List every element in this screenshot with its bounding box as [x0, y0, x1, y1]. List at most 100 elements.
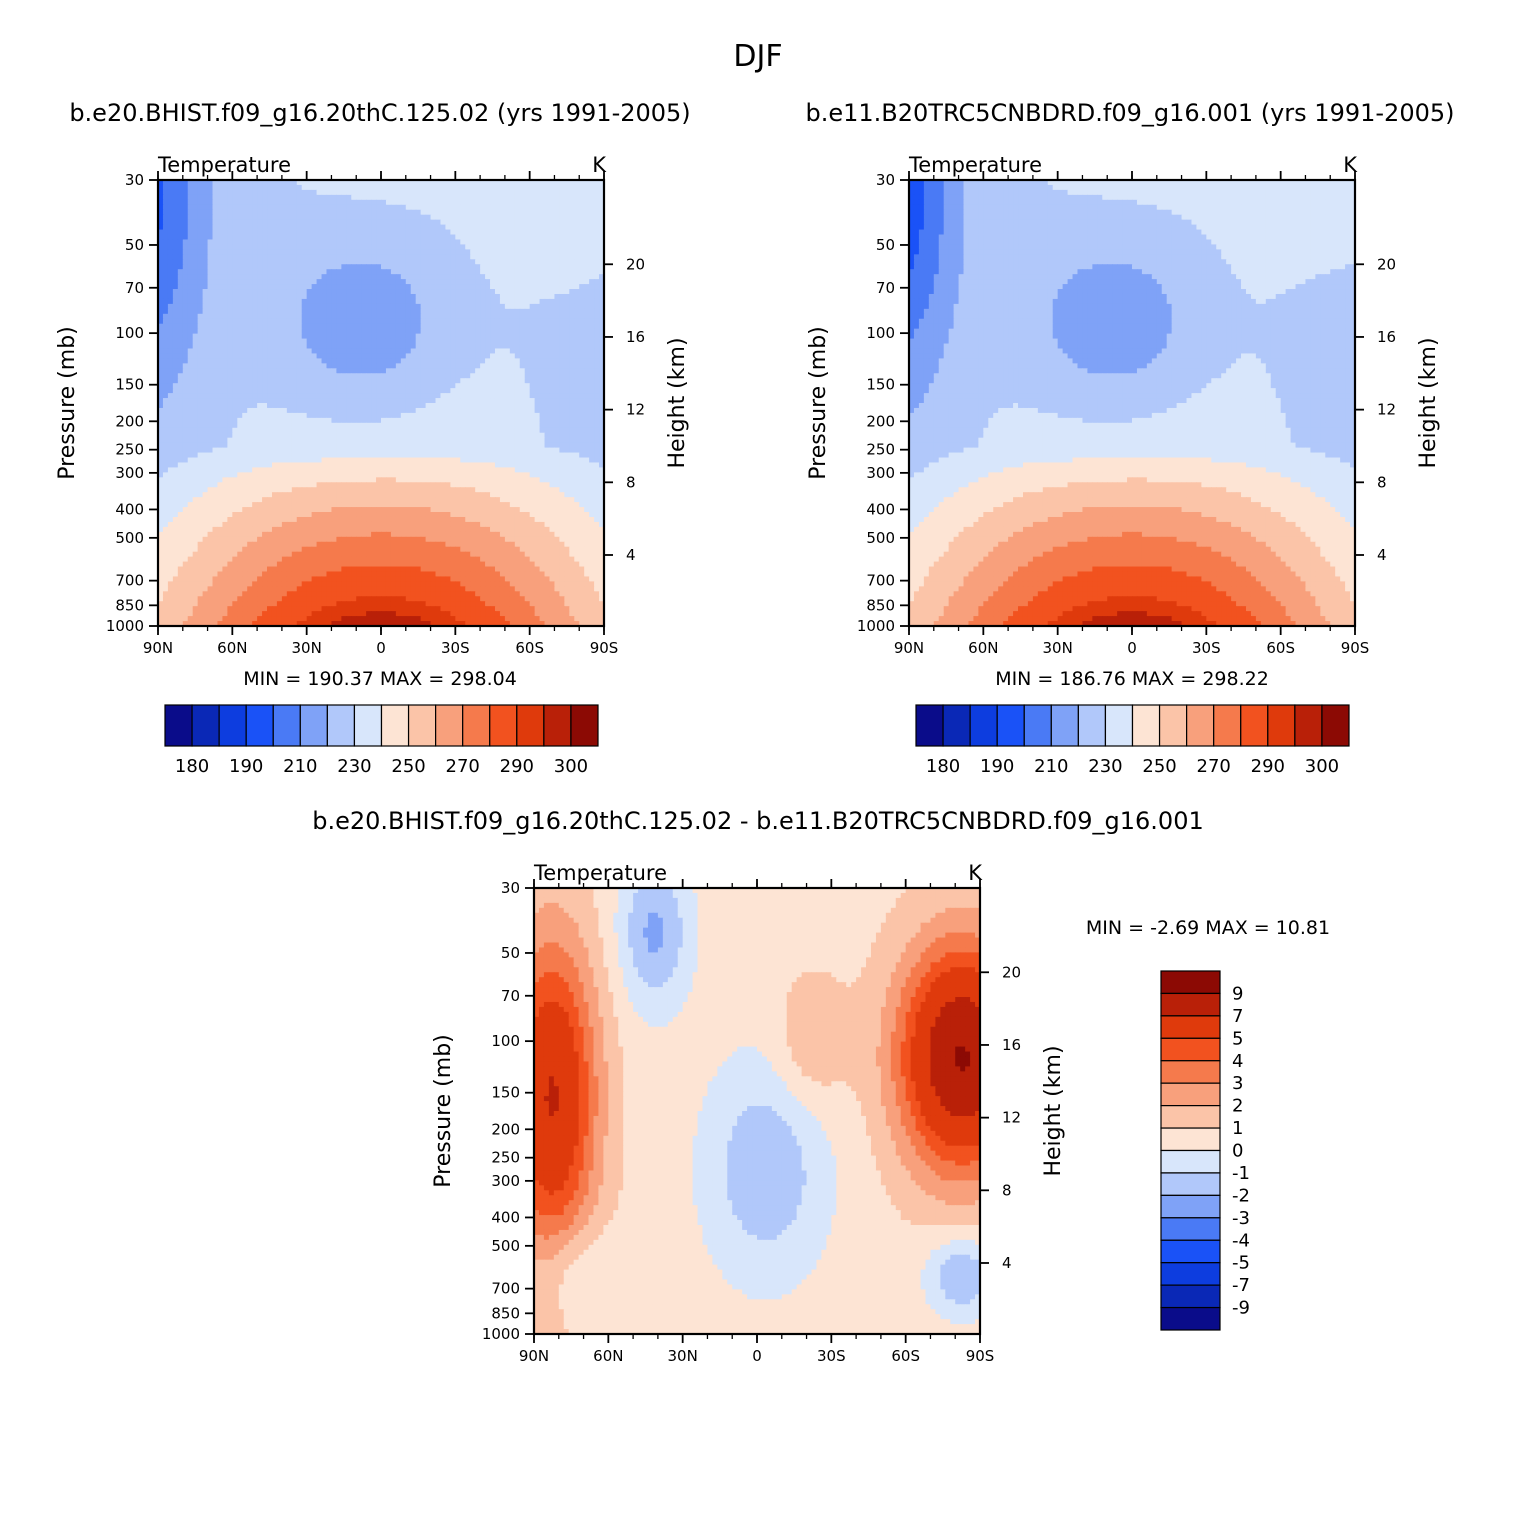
contour-cell: [480, 313, 486, 320]
contour-cell: [579, 338, 585, 345]
contour-cell: [504, 383, 511, 389]
contour-cell: [509, 432, 516, 439]
contour-cell: [559, 442, 565, 449]
contour-cell: [331, 452, 337, 459]
contour-cell: [192, 348, 199, 355]
contour-cell: [395, 189, 402, 196]
contour-cell: [158, 398, 164, 404]
contour-cell: [321, 437, 328, 444]
contour-cell: [341, 353, 347, 359]
contour-cell: [351, 249, 357, 255]
contour-cell: [167, 194, 174, 201]
contour-cell: [232, 264, 238, 270]
contour-cell: [494, 308, 501, 315]
contour-cell: [182, 284, 189, 290]
contour-cell: [336, 318, 342, 325]
contour-cell: [415, 368, 422, 374]
contour-cell: [594, 358, 600, 364]
contour-cell: [192, 328, 199, 335]
contour-cell: [430, 298, 437, 305]
contour-cell: [420, 244, 427, 250]
contour-cell: [222, 224, 228, 231]
contour-cell: [296, 353, 303, 359]
contour-cell: [475, 398, 481, 404]
contour-cell: [262, 353, 268, 359]
contour-cell: [182, 199, 189, 206]
contour-cell: [242, 264, 248, 270]
contour-cell: [366, 194, 372, 201]
contour-cell: [405, 264, 412, 270]
contour-cell: [192, 289, 199, 295]
contour-cell: [351, 398, 357, 404]
contour-cell: [450, 259, 456, 265]
contour-cell: [237, 333, 243, 340]
contour-cell: [594, 383, 600, 389]
contour-cell: [420, 427, 427, 434]
contour-cell: [162, 214, 169, 221]
contour-cell: [564, 427, 570, 434]
contour-cell: [291, 194, 298, 201]
contour-cell: [291, 214, 298, 221]
contour-cell: [331, 244, 337, 250]
contour-cell: [385, 209, 392, 216]
contour-cell: [366, 249, 372, 255]
contour-cell: [247, 422, 253, 429]
contour-cell: [212, 417, 219, 424]
contour-cell: [197, 338, 204, 345]
contour-cell: [316, 437, 323, 444]
contour-cell: [306, 328, 313, 335]
contour-cell: [262, 407, 268, 414]
contour-cell: [187, 234, 194, 241]
contour-cell: [504, 417, 511, 424]
contour-cell: [257, 388, 263, 394]
contour-cell: [480, 403, 486, 409]
contour-cell: [499, 412, 506, 419]
contour-cell: [475, 447, 481, 454]
contour-cell: [475, 422, 481, 429]
contour-cell: [440, 180, 447, 186]
contour-cell: [182, 289, 189, 295]
contour-cell: [599, 422, 605, 429]
contour-cell: [366, 284, 372, 290]
contour-cell: [331, 298, 337, 305]
contour-cell: [341, 264, 347, 270]
contour-cell: [395, 209, 402, 216]
contour-cell: [321, 353, 328, 359]
contour-cell: [296, 209, 303, 216]
contour-cell: [276, 333, 283, 340]
contour-cell: [276, 229, 283, 236]
contour-cell: [271, 378, 278, 384]
contour-cell: [336, 189, 342, 196]
contour-cell: [281, 432, 288, 439]
contour-cell: [450, 358, 456, 364]
contour-cell: [217, 303, 224, 310]
contour-cell: [252, 209, 258, 216]
contour-cell: [232, 323, 238, 330]
contour-cell: [192, 452, 199, 459]
contour-cell: [504, 432, 511, 439]
contour-cell: [286, 239, 293, 246]
contour-cell: [390, 293, 397, 300]
contour-cell: [286, 303, 293, 310]
contour-cell: [331, 269, 337, 275]
contour-cell: [326, 323, 333, 330]
contour-cell: [172, 259, 179, 265]
contour-cell: [430, 279, 437, 285]
contour-cell: [460, 437, 466, 444]
contour-cell: [415, 447, 422, 454]
contour-cell: [539, 303, 546, 310]
contour-cell: [257, 239, 263, 246]
contour-cell: [499, 204, 506, 211]
contour-cell: [202, 234, 209, 241]
contour-cell: [554, 289, 560, 295]
contour-cell: [351, 318, 357, 325]
contour-cell: [237, 298, 243, 305]
contour-cell: [167, 293, 174, 300]
contour-cell: [494, 403, 501, 409]
contour-cell: [296, 432, 303, 439]
contour-cell: [301, 289, 308, 295]
contour-cell: [291, 452, 298, 459]
contour-cell: [430, 259, 437, 265]
contour-cell: [415, 199, 422, 206]
contour-cell: [247, 323, 253, 330]
